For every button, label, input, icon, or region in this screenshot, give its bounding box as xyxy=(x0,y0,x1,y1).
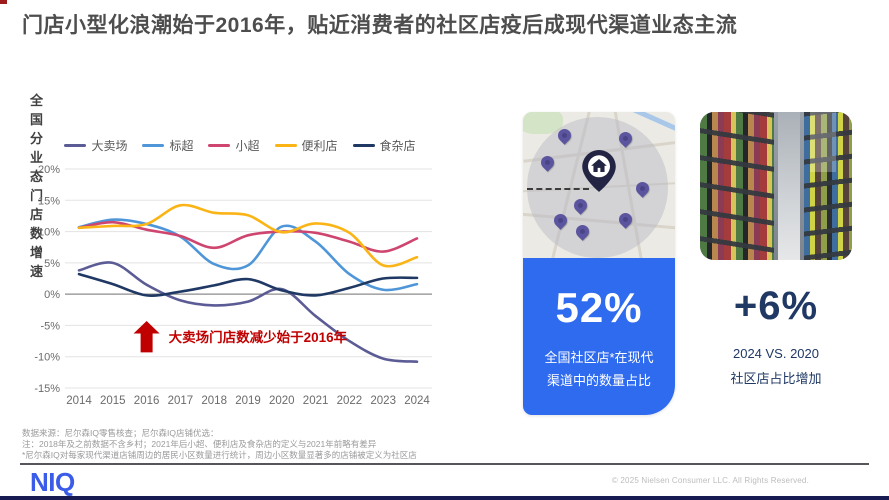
line-chart: 20% 15% 10% 5% 0% -5% -10% -15% 2014 2015 2016 2017… xyxy=(34,164,432,407)
series-line-标超 xyxy=(77,218,419,292)
community-stat-description: 全国社区店*在现代 渠道中的数量占比 xyxy=(523,346,675,392)
shelf-left xyxy=(700,112,774,260)
x-tick-label: 2015 xyxy=(100,395,126,407)
legend-label: 大卖场 xyxy=(91,138,128,153)
y-tick-label: 0% xyxy=(44,289,60,301)
legend-label: 标超 xyxy=(169,138,194,153)
x-tick-label: 2021 xyxy=(303,395,329,407)
x-tick-label: 2014 xyxy=(66,395,92,407)
legend-swatch xyxy=(352,143,375,147)
footer-divider xyxy=(20,463,869,465)
x-tick-label: 2023 xyxy=(370,395,396,407)
community-desc-line-1: 全国社区店*在现代 xyxy=(544,350,654,365)
y-tick-label: -10% xyxy=(34,352,60,364)
x-tick-label: 2016 xyxy=(134,395,160,407)
footnote-line-3: *尼尔森IQ对每家现代渠道店铺周边的居民小区数量进行统计，周边小区数量显著多的店… xyxy=(22,450,417,460)
growth-desc-line-2: 社区店占比增加 xyxy=(730,371,822,386)
radius-dashed-line xyxy=(527,188,589,190)
x-tick-label: 2020 xyxy=(269,395,295,407)
map-park-area xyxy=(523,112,563,134)
niq-logo: NIQ xyxy=(30,467,75,497)
corner-accent xyxy=(0,0,7,4)
map-illustration xyxy=(523,112,675,258)
page-title: 门店小型化浪潮始于2016年，贴近消费者的社区店疫后成现代渠道业态主流 xyxy=(22,14,738,37)
legend-item-小超: 小超 xyxy=(208,137,260,154)
chart-annotation: 大卖场门店数减少始于2016年 xyxy=(169,329,348,345)
legend-swatch xyxy=(142,143,165,147)
footnote-line-2: 注：2018年及之前数据不含乡村；2021年后小超、便利店及食杂店的定义与202… xyxy=(22,439,377,449)
store-shelf-photo xyxy=(700,112,852,260)
x-tick-label: 2022 xyxy=(337,395,363,407)
footnote-line-1: 数据来源：尼尔森IQ零售核查；尼尔森IQ店铺优选： xyxy=(22,428,219,438)
bottom-accent-bar xyxy=(0,496,889,500)
y-tick-label: -5% xyxy=(40,320,60,332)
legend-item-标超: 标超 xyxy=(142,137,193,154)
community-stat-value: 52% xyxy=(555,284,643,331)
legend-swatch xyxy=(274,143,297,147)
growth-stat-description: 2024 VS. 2020 社区店占比增加 xyxy=(700,341,852,391)
community-store-card: 52% 全国社区店*在现代 渠道中的数量占比 xyxy=(523,112,675,415)
store-aisle xyxy=(778,112,800,260)
legend-item-大卖场: 大卖场 xyxy=(64,137,127,154)
legend-item-便利店: 便利店 xyxy=(274,137,338,154)
x-tick-label: 2018 xyxy=(201,395,227,407)
x-tick-label: 2017 xyxy=(168,395,194,407)
y-tick-label: 5% xyxy=(44,258,60,270)
legend-swatch xyxy=(208,143,231,147)
y-tick-label: 20% xyxy=(38,164,60,176)
y-tick-label: -15% xyxy=(34,383,60,395)
copyright: © 2025 Nielsen Consumer LLC. All Rights … xyxy=(611,476,809,485)
up-arrow-icon xyxy=(133,321,160,353)
chart-title: 全国分业态门店数增速 xyxy=(30,93,44,279)
legend-label: 小超 xyxy=(235,138,260,153)
chart-legend: 大卖场 标超 小超 便利店 食杂店 xyxy=(20,137,460,153)
legend-label: 便利店 xyxy=(301,138,338,153)
footnotes: 数据来源：尼尔森IQ零售核查；尼尔森IQ店铺优选： 注：2018年及之前数据不含… xyxy=(22,428,417,461)
photo-glare xyxy=(810,112,836,172)
legend-swatch xyxy=(64,143,87,147)
legend-item-食杂店: 食杂店 xyxy=(352,137,416,154)
series-line-便利店 xyxy=(77,203,419,268)
home-pin-icon xyxy=(582,150,616,192)
x-tick-label: 2019 xyxy=(235,395,261,407)
series-line-小超 xyxy=(77,220,419,253)
legend-label: 食杂店 xyxy=(379,138,416,153)
y-tick-label: 10% xyxy=(38,227,60,239)
growth-desc-line-1: 2024 VS. 2020 xyxy=(732,346,820,361)
growth-stat-value: +6% xyxy=(733,284,819,328)
community-desc-line-2: 渠道中的数量占比 xyxy=(546,373,651,388)
growth-card: +6% 2024 VS. 2020 社区店占比增加 xyxy=(700,112,852,415)
community-stat-panel: 52% 全国社区店*在现代 渠道中的数量占比 xyxy=(523,258,675,415)
series-line-食杂店 xyxy=(77,272,419,297)
x-tick-label: 2024 xyxy=(404,395,430,407)
series-line-大卖场 xyxy=(77,261,419,364)
y-tick-label: 15% xyxy=(38,195,60,207)
